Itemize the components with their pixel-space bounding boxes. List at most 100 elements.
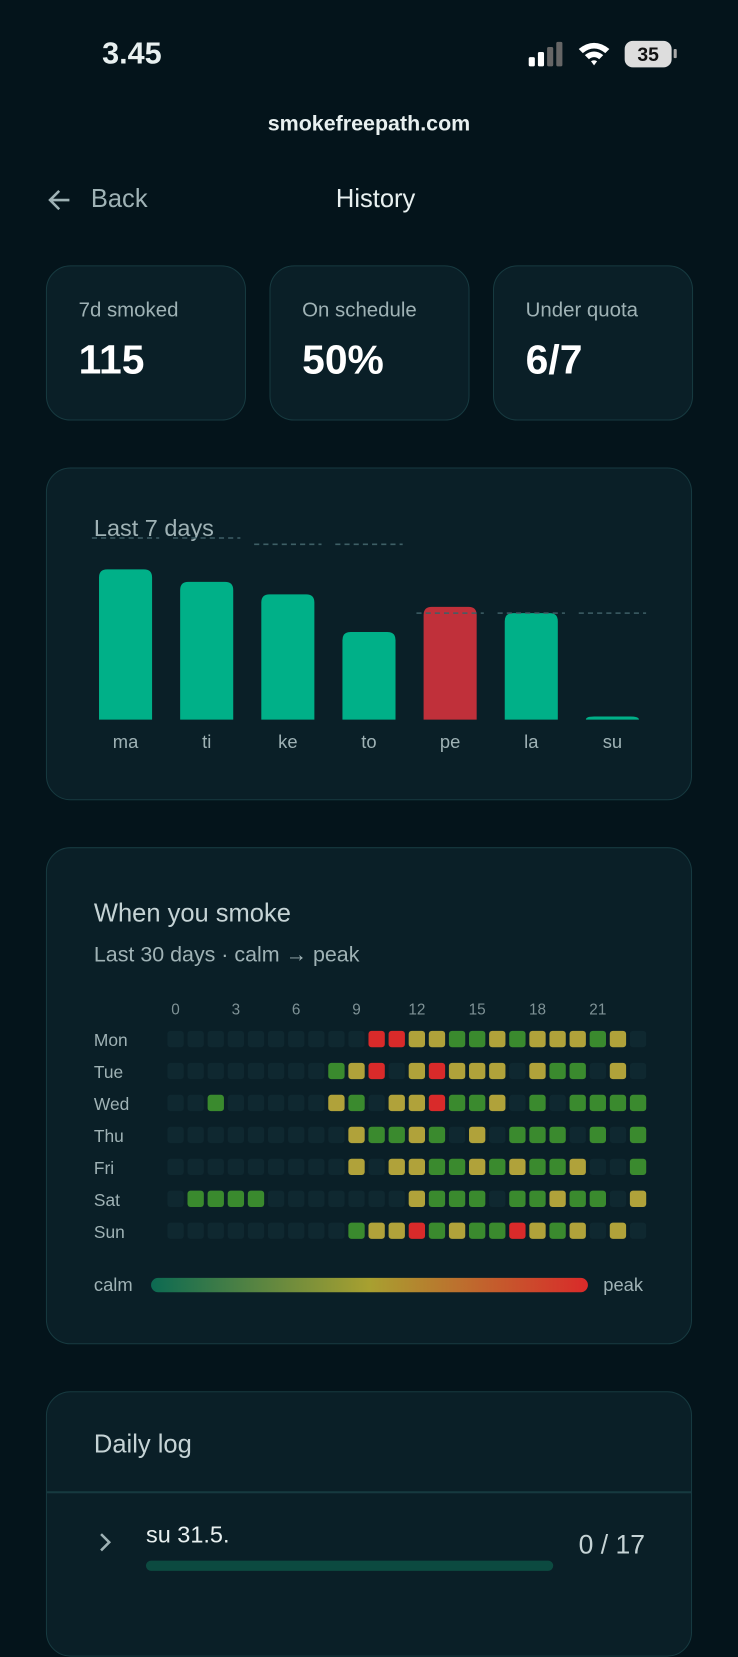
heat-cell (247, 1094, 265, 1112)
chevron (100, 1533, 112, 1552)
heat-cell (569, 1190, 586, 1207)
row-label: Thu (94, 1126, 124, 1146)
x-tick-label: to (361, 731, 376, 752)
heatmap: When you smoke Last 30 days · calm → pea… (94, 900, 647, 1295)
battery-level: 35 (637, 44, 659, 66)
heat-cell (267, 1222, 285, 1239)
heat-cell (308, 1222, 325, 1239)
heat-cell (167, 1190, 184, 1207)
chart: Last 7 days ma ti ke to pe la su (91, 515, 647, 752)
heat-cell (469, 1190, 486, 1207)
heat-cell (328, 1094, 345, 1112)
x-tick-label: ke (278, 731, 297, 752)
x-tick-label: ma (113, 731, 139, 752)
heatmap-title: When you smoke (94, 900, 291, 928)
heat-cell (509, 1126, 526, 1144)
heat-cell (348, 1190, 365, 1207)
heat-cell (388, 1030, 405, 1048)
heat-cell (569, 1126, 586, 1144)
heat-cell (448, 1094, 466, 1112)
bar (99, 569, 153, 720)
heat-cell (308, 1062, 325, 1080)
heat-cell (448, 1126, 466, 1144)
heat-cell (549, 1030, 566, 1048)
hour-label: 3 (232, 1002, 241, 1019)
heat-cell (609, 1030, 627, 1048)
row-label: Mon (94, 1030, 128, 1050)
row-label: Sun (94, 1222, 125, 1242)
heat-cell (247, 1190, 265, 1207)
heatmap-subtitle: Last 30 days · calm → peak (94, 942, 360, 966)
heat-cell (227, 1062, 245, 1080)
heat-cell (448, 1190, 466, 1207)
heat-cell (388, 1158, 405, 1176)
heat-cell (288, 1222, 305, 1239)
heat-cell (388, 1062, 405, 1080)
heat-cell (187, 1062, 204, 1080)
heat-cell (328, 1190, 345, 1207)
heat-cell (609, 1190, 627, 1207)
heat-cell (629, 1062, 647, 1080)
heat-cell (368, 1062, 385, 1080)
heat-cell (167, 1158, 184, 1176)
heat-cell (308, 1190, 325, 1207)
divider (46, 1491, 692, 1493)
heat-cell (267, 1190, 285, 1207)
back-arrow[interactable] (47, 188, 74, 212)
heat-cell (167, 1062, 184, 1080)
heat-cell (388, 1126, 405, 1144)
heat-cell (267, 1158, 285, 1176)
legend-low: calm (94, 1274, 133, 1295)
heat-cell (288, 1190, 305, 1207)
heat-cell (408, 1030, 426, 1048)
heat-cell (549, 1062, 566, 1080)
heat-cell (308, 1094, 325, 1112)
hour-label: 6 (292, 1002, 301, 1019)
x-tick-label: la (524, 731, 539, 752)
page-title: History (335, 184, 416, 214)
week-card: Last 7 days ma ti ke to pe la su (45, 467, 693, 801)
heat-cell (569, 1158, 586, 1176)
heat-cell (629, 1158, 647, 1176)
heat-cell (288, 1126, 305, 1144)
log-row[interactable]: su 31.5. 0 / 17 (47, 1492, 691, 1594)
heat-cell (288, 1158, 305, 1176)
heat-cell (368, 1158, 385, 1176)
bar (585, 716, 639, 720)
heat-cell (227, 1190, 245, 1207)
heat-cell (368, 1190, 385, 1207)
heat-cell (428, 1094, 446, 1112)
heat-cell (569, 1094, 586, 1112)
heat-cell (227, 1126, 245, 1144)
heat-cell (569, 1062, 586, 1080)
heat-cell (308, 1126, 325, 1144)
heat-cell (448, 1062, 466, 1080)
heat-cell (167, 1126, 184, 1144)
heat-cell (207, 1062, 224, 1080)
heat-cell (569, 1030, 586, 1048)
heat-cell (247, 1126, 265, 1144)
back-button[interactable]: Back (90, 184, 148, 214)
bar (180, 581, 234, 720)
heat-cell (549, 1190, 566, 1207)
heat-cell (368, 1222, 385, 1239)
clock: 3.45 (102, 36, 162, 71)
heat-cell (187, 1126, 204, 1144)
heat-cell (388, 1190, 405, 1207)
hour-label: 0 (171, 1002, 180, 1019)
heat-cell (489, 1158, 506, 1176)
heat-cell (549, 1222, 566, 1239)
heat-cell (267, 1030, 285, 1048)
heat-cell (469, 1158, 486, 1176)
stat-card: Under quota 6/7 (492, 265, 694, 421)
log-card: Daily log su 31.5. 0 / 17 (45, 1391, 693, 1657)
stat-value: 115 (78, 337, 145, 383)
status-icons: 35 (528, 40, 677, 68)
bar (261, 594, 315, 720)
heat-cell (609, 1222, 627, 1239)
heat-cell (428, 1190, 446, 1207)
heat-cell (308, 1030, 325, 1048)
chart-title: Last 7 days (94, 515, 214, 541)
heat-cell (589, 1222, 606, 1239)
heat-cell (328, 1062, 345, 1080)
